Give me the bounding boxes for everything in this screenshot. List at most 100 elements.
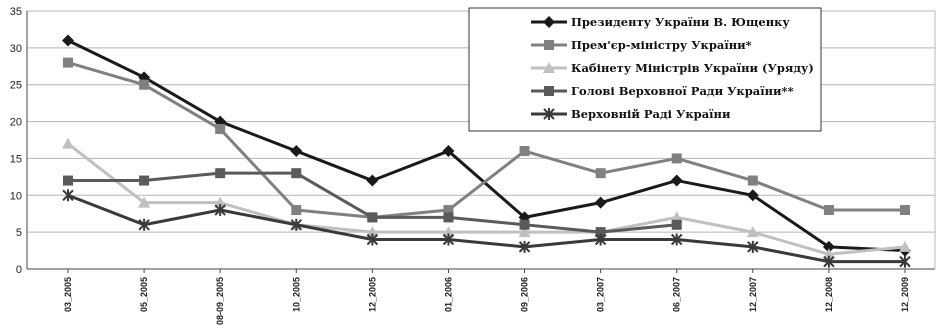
data-point	[214, 204, 226, 217]
y-tick: 15	[10, 153, 22, 165]
data-point	[518, 226, 531, 238]
data-point	[63, 175, 73, 186]
x-tick-label: 10_2005	[291, 277, 301, 312]
x-tick-label: 12_2009	[900, 277, 910, 312]
data-point	[747, 175, 758, 186]
data-point	[215, 123, 226, 134]
y-tick: 25	[10, 80, 22, 92]
x-tick: 09_2006	[520, 277, 530, 312]
x-tick-label: 12_2005	[367, 277, 377, 312]
x-tick-label: 08-09_2005	[215, 277, 225, 325]
x-tick: 10_2005	[291, 277, 301, 312]
x-tick: 12_2009	[900, 277, 910, 312]
data-point	[138, 196, 151, 208]
data-point	[214, 196, 227, 208]
legend-label: Кабінету Міністрів України (Уряду)	[571, 61, 814, 75]
x-tick-label: 06_2007	[672, 277, 682, 312]
data-point	[443, 212, 454, 223]
data-point	[62, 34, 74, 47]
data-point	[823, 255, 835, 268]
data-point	[442, 226, 455, 238]
data-point	[138, 218, 150, 231]
legend-label: Верховній Раді України	[571, 107, 731, 121]
series	[62, 34, 911, 268]
x-tick-label: 01_2006	[443, 277, 453, 312]
x-tick: 05_2005	[139, 277, 149, 312]
data-point	[519, 219, 530, 230]
data-point	[670, 211, 683, 223]
y-tick: 10	[10, 190, 22, 202]
y-tick: 20	[10, 117, 22, 129]
data-point	[595, 227, 606, 238]
x-tick: 03_2005	[63, 277, 73, 312]
series-3	[62, 137, 911, 260]
y-tick-label: 15	[10, 153, 22, 165]
x-tick-label: 03_2005	[63, 277, 73, 312]
data-point	[291, 168, 302, 179]
legend-marker	[544, 40, 554, 50]
data-point	[746, 189, 759, 202]
series-line	[67, 193, 905, 264]
data-point	[215, 168, 226, 179]
legend: Президенту України В. Ющенку Прем'єр-міні…	[468, 7, 822, 132]
y-tick-label: 0	[16, 264, 22, 276]
series-5	[62, 189, 911, 268]
data-point	[594, 233, 607, 246]
series-1	[62, 34, 911, 257]
y-tick-label: 5	[16, 227, 22, 239]
data-point	[746, 226, 759, 238]
x-tick: 12_2007	[748, 277, 758, 312]
x-tick-label: 09_2006	[520, 277, 530, 312]
data-point	[366, 233, 379, 246]
x-tick: 08-09_2005	[215, 277, 225, 325]
data-point	[518, 240, 531, 253]
legend-item: Прем'єр-міністру України*	[531, 38, 752, 52]
x-tick: 06_2007	[672, 277, 682, 312]
data-point	[671, 233, 683, 246]
data-point	[63, 57, 73, 68]
data-point	[139, 175, 150, 186]
data-point	[290, 218, 302, 231]
data-point	[899, 255, 911, 268]
data-point	[442, 233, 455, 246]
y-tick: 35	[10, 6, 22, 18]
y-tick-label: 10	[10, 190, 22, 202]
legend-label: Прем'єр-міністру України*	[571, 38, 752, 52]
y-tick-label: 20	[10, 117, 22, 129]
series-line	[67, 61, 905, 219]
data-point	[823, 205, 834, 216]
data-point	[442, 145, 455, 158]
data-point	[670, 174, 683, 187]
data-point	[366, 226, 379, 238]
data-point	[62, 137, 74, 149]
data-point	[139, 79, 150, 90]
y-tick: 0	[16, 264, 22, 276]
data-point	[671, 219, 682, 230]
legend-item: Верховній Раді України	[531, 107, 731, 121]
legend-item: Голові Верховної Ради України**	[531, 84, 794, 98]
data-point	[594, 196, 607, 209]
legend-item: Кабінету Міністрів України (Уряду)	[531, 61, 814, 75]
data-point	[519, 146, 530, 157]
data-point	[899, 240, 911, 252]
legend-marker	[543, 108, 555, 120]
series-line	[67, 39, 906, 253]
x-tick-label: 12_2008	[824, 277, 834, 312]
legend-label: Голові Верховної Ради України**	[571, 84, 794, 98]
legend-marker	[543, 62, 555, 73]
legend-item: Президенту України В. Ющенку	[531, 15, 790, 29]
axes: 0 5 10 15 20 25 30 35 03_2005 05_2005 08-09_2005 10…	[10, 6, 936, 325]
data-point	[443, 205, 454, 216]
y-tick: 5	[16, 227, 22, 239]
data-point	[62, 189, 74, 202]
data-point	[367, 212, 378, 223]
data-point	[747, 240, 759, 253]
y-tick-label: 30	[10, 43, 22, 55]
data-point	[595, 168, 606, 179]
series-4	[63, 168, 682, 238]
data-point	[366, 174, 379, 187]
legend-marker	[543, 16, 555, 28]
x-tick-label: 03_2007	[596, 277, 606, 312]
data-point	[671, 153, 682, 164]
x-tick: 03_2007	[596, 277, 606, 312]
